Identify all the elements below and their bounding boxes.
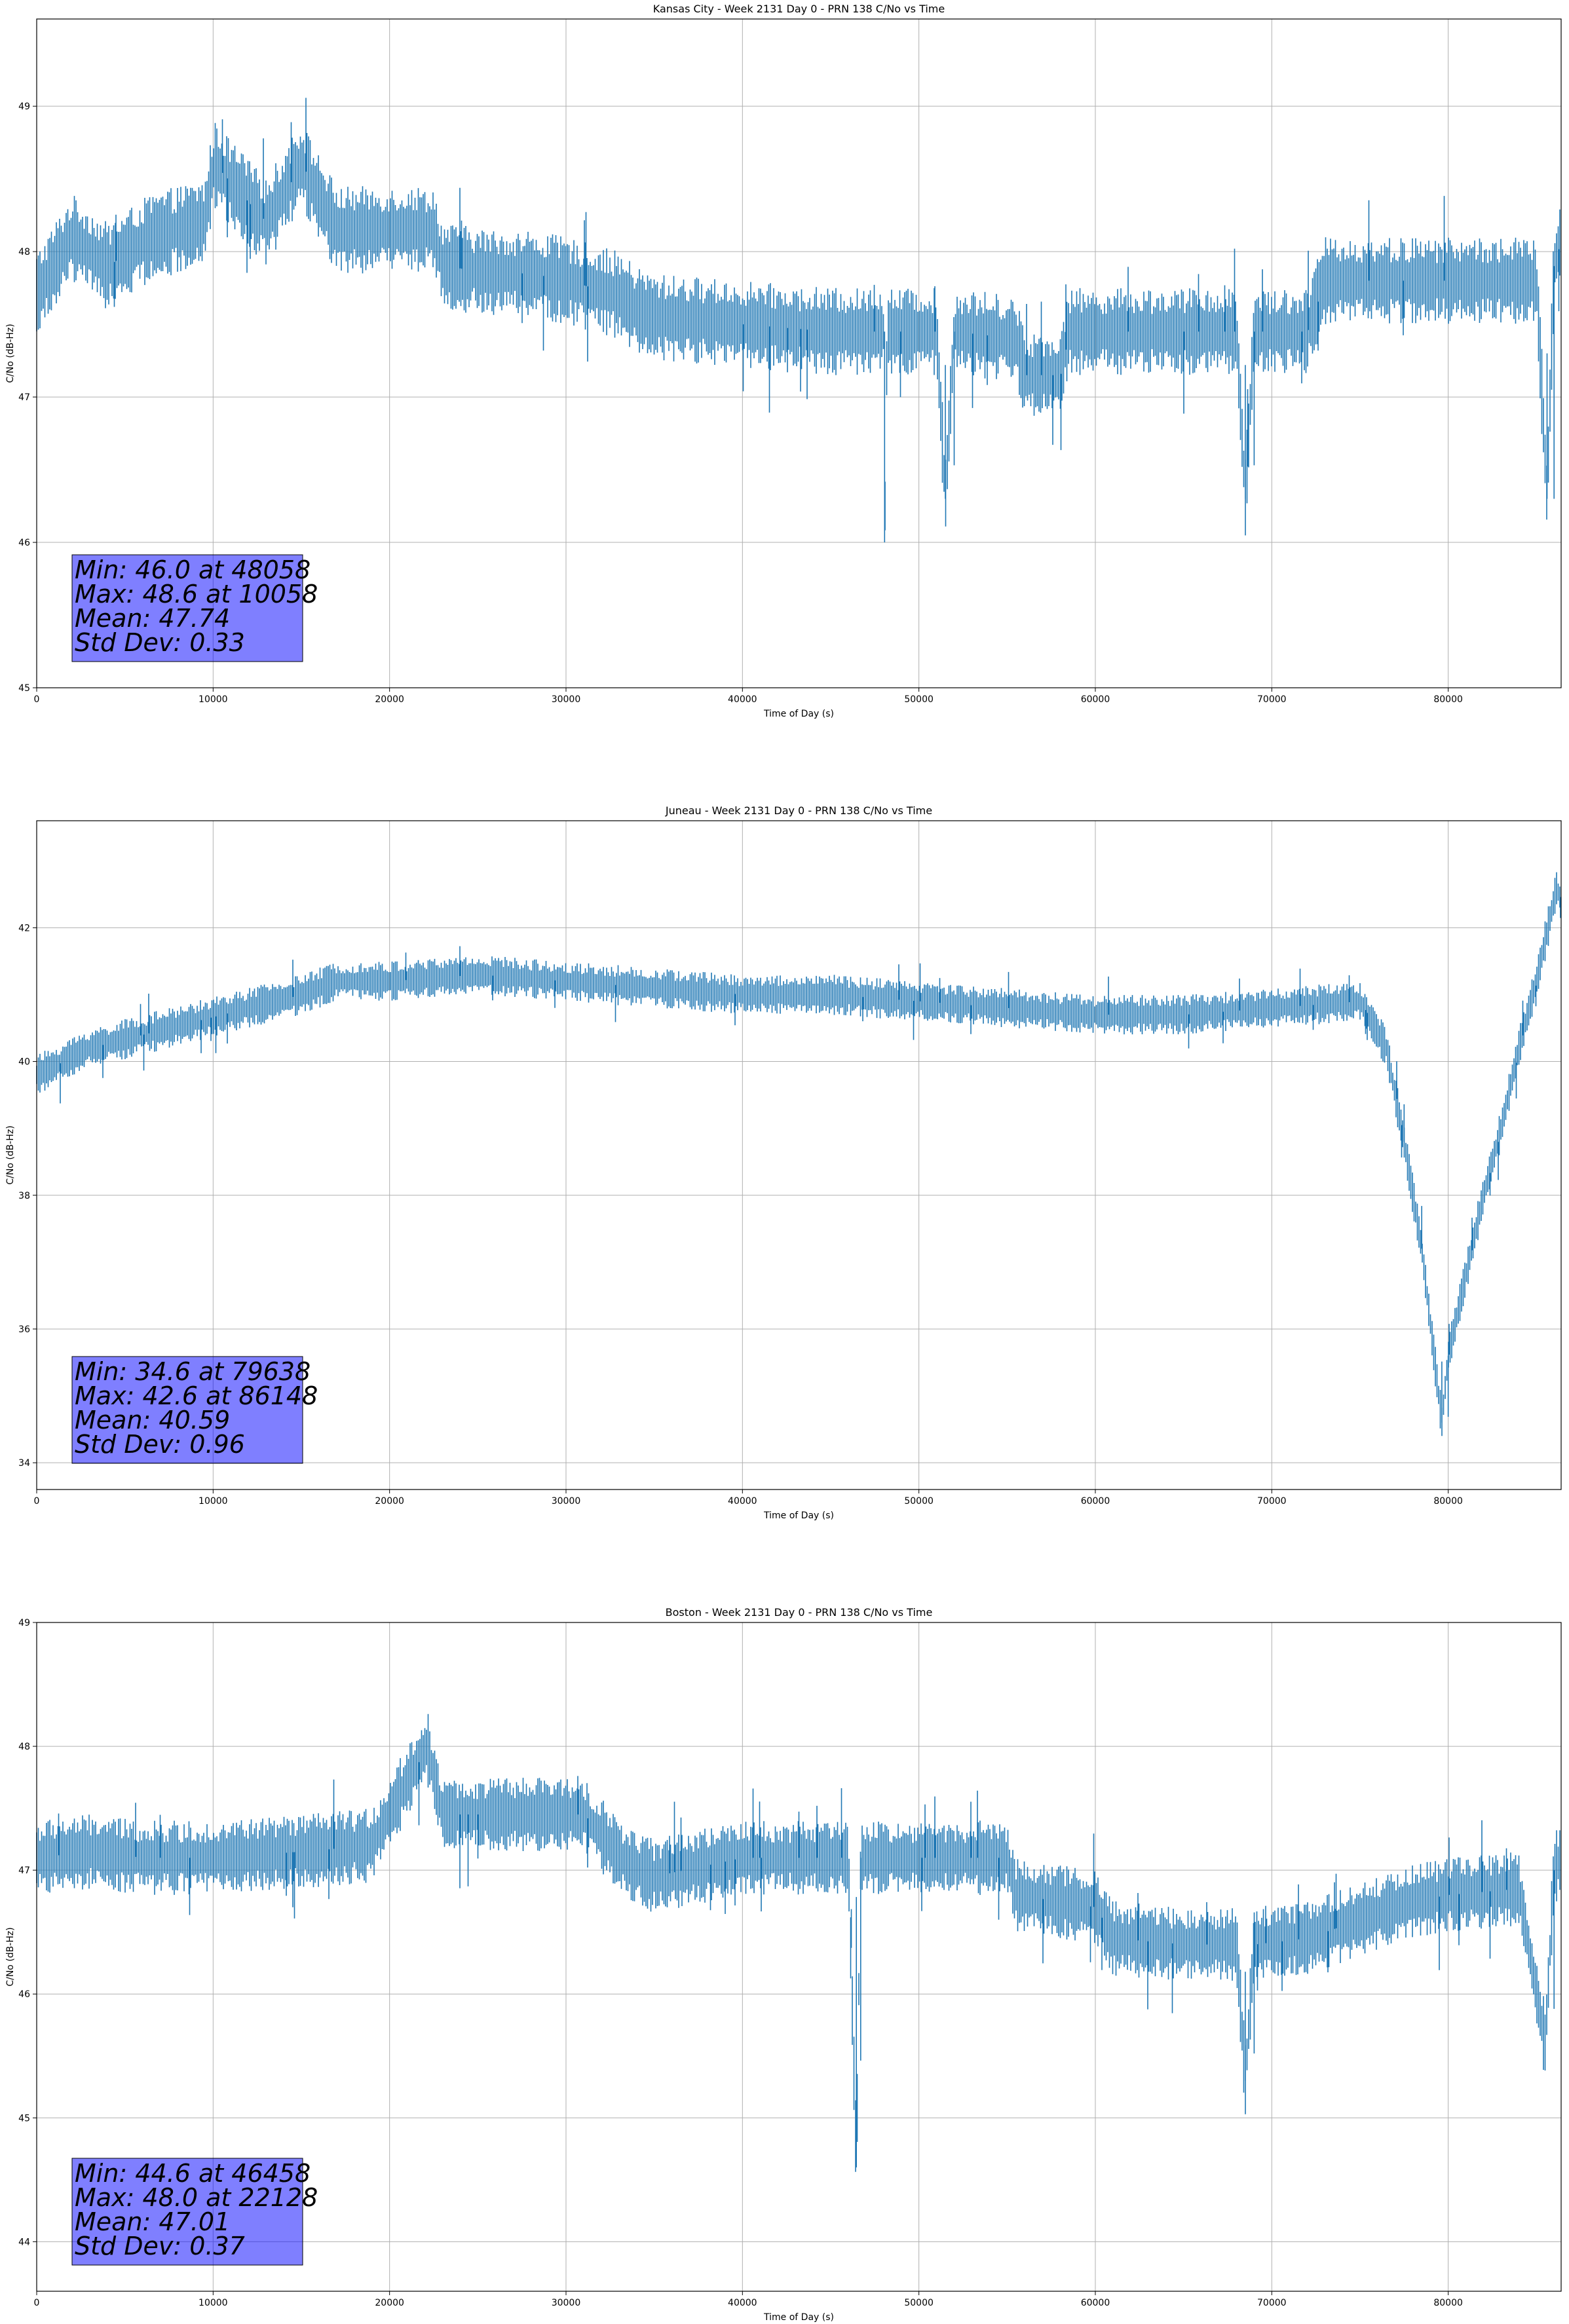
chart-title: Boston - Week 2131 Day 0 - PRN 138 C/No …: [666, 1606, 933, 1619]
chart-title: Kansas City - Week 2131 Day 0 - PRN 138 …: [653, 3, 945, 15]
y-tick-label: 49: [18, 1618, 30, 1628]
x-tick-label: 0: [34, 2298, 40, 2308]
x-tick-label: 70000: [1257, 2298, 1287, 2308]
y-axis-label: C/No (dB-Hz): [5, 1927, 16, 1986]
x-tick-label: 50000: [904, 2298, 934, 2308]
x-tick-label: 30000: [552, 1496, 581, 1507]
stats-std-dev: Std Dev: 0.96: [75, 1430, 245, 1459]
x-tick-label: 20000: [375, 2298, 404, 2308]
y-tick-label: 47: [18, 392, 30, 403]
chart-panel-1: Kansas City - Week 2131 Day 0 - PRN 138 …: [5, 3, 1562, 719]
stats-min: Min: 44.6 at 46458: [75, 2159, 311, 2188]
x-tick-label: 70000: [1257, 694, 1287, 705]
x-tick-label: 40000: [728, 694, 757, 705]
x-tick-label: 30000: [552, 2298, 581, 2308]
stats-max: Max: 48.0 at 22128: [75, 2183, 318, 2212]
x-tick-label: 10000: [198, 694, 228, 705]
x-tick-label: 50000: [904, 694, 934, 705]
stats-min: Min: 34.6 at 79638: [75, 1357, 311, 1386]
x-tick-label: 40000: [728, 2298, 757, 2308]
x-tick-label: 80000: [1433, 2298, 1463, 2308]
y-tick-label: 48: [18, 247, 30, 257]
y-tick-label: 49: [18, 102, 30, 112]
stats-box: [71, 554, 303, 662]
chart-panel-3: Boston - Week 2131 Day 0 - PRN 138 C/No …: [5, 1606, 1562, 2323]
y-tick-label: 47: [18, 1865, 30, 1876]
x-tick-label: 70000: [1257, 1496, 1287, 1507]
x-tick-label: 0: [34, 1496, 40, 1507]
y-tick-label: 42: [18, 923, 30, 933]
y-tick-label: 38: [18, 1191, 30, 1201]
stats-std-dev: Std Dev: 0.37: [75, 2232, 245, 2260]
y-tick-label: 40: [18, 1057, 30, 1068]
x-tick-label: 60000: [1081, 2298, 1110, 2308]
x-axis-label: Time of Day (s): [763, 2312, 834, 2323]
x-tick-label: 0: [34, 694, 40, 705]
stats-max: Max: 48.6 at 10058: [75, 580, 318, 609]
y-tick-label: 45: [18, 2113, 30, 2124]
y-tick-label: 46: [18, 1989, 30, 2000]
y-axis-label: C/No (dB-Hz): [5, 324, 16, 383]
stats-mean: Mean: 47.01: [75, 2207, 230, 2236]
stats-box: [71, 1356, 303, 1464]
stats-mean: Mean: 47.74: [75, 604, 230, 633]
x-tick-label: 30000: [552, 694, 581, 705]
y-tick-label: 34: [18, 1458, 30, 1469]
x-tick-label: 40000: [728, 1496, 757, 1507]
x-tick-label: 10000: [198, 2298, 228, 2308]
chart-title: Juneau - Week 2131 Day 0 - PRN 138 C/No …: [665, 804, 932, 817]
stats-min: Min: 46.0 at 48058: [75, 555, 311, 584]
x-tick-label: 80000: [1433, 1496, 1463, 1507]
chart-panel-2: Juneau - Week 2131 Day 0 - PRN 138 C/No …: [5, 804, 1562, 1521]
x-axis-label: Time of Day (s): [763, 709, 834, 719]
y-tick-label: 44: [18, 2237, 30, 2247]
plot-frame: [36, 1622, 1562, 2292]
y-tick-label: 36: [18, 1324, 30, 1335]
x-tick-label: 20000: [375, 1496, 404, 1507]
stats-std-dev: Std Dev: 0.33: [75, 628, 245, 657]
x-tick-label: 80000: [1433, 694, 1463, 705]
plot-frame: [36, 18, 1562, 688]
x-tick-label: 10000: [198, 1496, 228, 1507]
y-axis-label: C/No (dB-Hz): [5, 1125, 16, 1184]
y-tick-label: 45: [18, 683, 30, 694]
x-axis-label: Time of Day (s): [763, 1510, 834, 1521]
x-tick-label: 20000: [375, 694, 404, 705]
x-tick-label: 60000: [1081, 694, 1110, 705]
x-tick-label: 50000: [904, 1496, 934, 1507]
x-tick-label: 60000: [1081, 1496, 1110, 1507]
plot-frame: [36, 820, 1562, 1490]
y-tick-label: 48: [18, 1742, 30, 1752]
y-tick-label: 46: [18, 538, 30, 548]
stats-box: [71, 2158, 303, 2266]
stats-mean: Mean: 40.59: [75, 1406, 230, 1434]
stats-max: Max: 42.6 at 86148: [75, 1381, 318, 1410]
